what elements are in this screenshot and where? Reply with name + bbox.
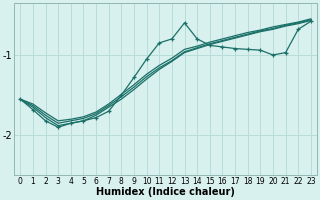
X-axis label: Humidex (Indice chaleur): Humidex (Indice chaleur) [96, 187, 235, 197]
